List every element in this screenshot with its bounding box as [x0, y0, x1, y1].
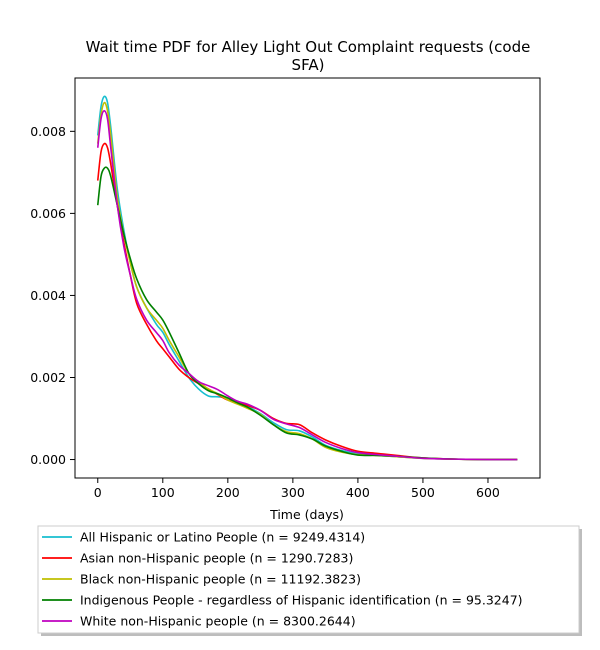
series-line-5	[96, 110, 518, 461]
legend-label: All Hispanic or Latino People (n = 9249.…	[80, 530, 365, 545]
legend-label: Asian non-Hispanic people (n = 1290.7283…	[80, 551, 353, 566]
series-line-4	[96, 166, 518, 461]
y-tick-label: 0.006	[30, 206, 66, 221]
series-line-3	[96, 101, 518, 461]
x-tick-label: 300	[281, 485, 305, 500]
x-tick-label: 100	[151, 485, 175, 500]
legend: All Hispanic or Latino People (n = 9249.…	[37, 525, 582, 636]
chart-title-line2: SFA)	[292, 56, 325, 74]
legend-label: Indigenous People - regardless of Hispan…	[80, 593, 523, 608]
plot-area-frame	[74, 77, 541, 479]
x-axis-label: Time (days)	[269, 507, 344, 522]
x-tick-label: 400	[346, 485, 370, 500]
x-tick-label: 200	[216, 485, 240, 500]
series-line-2	[96, 142, 518, 461]
chart-title-line1: Wait time PDF for Alley Light Out Compla…	[86, 38, 531, 56]
y-tick-label: 0.004	[30, 288, 66, 303]
y-tick-label: 0.002	[30, 370, 66, 385]
legend-label: Black non-Hispanic people (n = 11192.382…	[80, 572, 361, 587]
plot-lines	[96, 95, 518, 461]
legend-box	[37, 525, 580, 634]
y-tick-label: 0.000	[30, 452, 66, 467]
legend-label: White non-Hispanic people (n = 8300.2644…	[80, 614, 356, 629]
x-tick-label: 600	[476, 485, 500, 500]
x-axis: 0 100 200 300 400 500 600	[94, 478, 500, 500]
x-tick-label: 0	[94, 485, 102, 500]
y-axis: 0.000 0.002 0.004 0.006 0.008	[30, 124, 75, 467]
chart-title: Wait time PDF for Alley Light Out Compla…	[86, 38, 531, 74]
y-tick-label: 0.008	[30, 124, 66, 139]
legend-entries: All Hispanic or Latino People (n = 9249.…	[42, 530, 523, 629]
series-line-1	[96, 95, 518, 461]
x-tick-label: 500	[411, 485, 435, 500]
